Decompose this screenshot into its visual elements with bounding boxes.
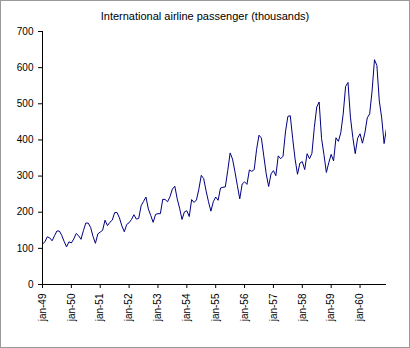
svg-text:0: 0 [28, 279, 34, 290]
svg-text:jan-55: jan-55 [210, 293, 221, 322]
svg-text:jan-54: jan-54 [181, 293, 192, 322]
svg-text:jan-58: jan-58 [297, 293, 308, 322]
svg-text:400: 400 [17, 134, 34, 145]
svg-text:jan-56: jan-56 [239, 293, 250, 322]
svg-text:600: 600 [17, 62, 34, 73]
svg-text:100: 100 [17, 243, 34, 254]
svg-text:200: 200 [17, 206, 34, 217]
svg-text:jan-60: jan-60 [354, 293, 365, 322]
svg-text:300: 300 [17, 170, 34, 181]
svg-text:jan-53: jan-53 [152, 293, 163, 322]
svg-text:jan-50: jan-50 [66, 293, 77, 322]
svg-text:jan-59: jan-59 [325, 293, 336, 322]
html-text:International airline passenge: International airline passenger (thousan… [100, 10, 310, 22]
svg-text:500: 500 [17, 98, 34, 109]
svg-text:jan-52: jan-52 [123, 293, 134, 322]
svg-text:jan-49: jan-49 [37, 293, 48, 322]
svg-text:jan-51: jan-51 [94, 293, 105, 322]
svg-text:700: 700 [17, 26, 34, 37]
svg-text:jan-57: jan-57 [268, 293, 279, 322]
